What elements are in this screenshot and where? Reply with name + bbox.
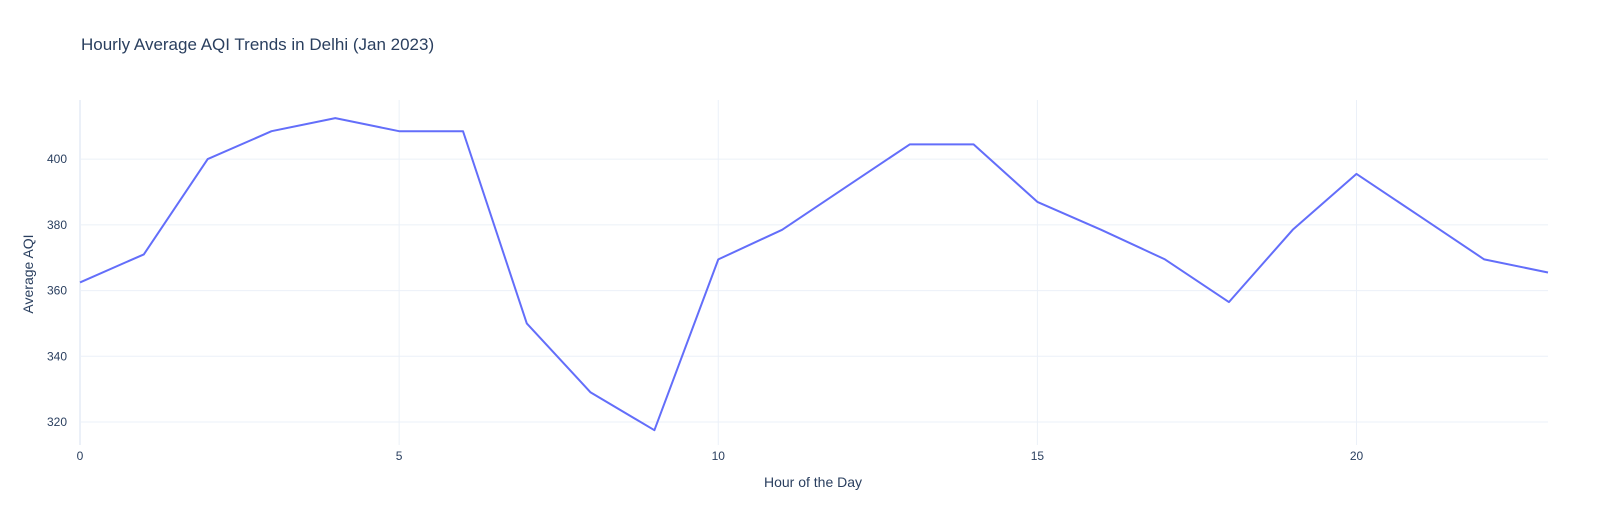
y-axis-ticks: 320 340 360 380 400 bbox=[47, 152, 67, 429]
x-axis-ticks: 0 5 10 15 20 bbox=[77, 449, 1364, 463]
y-tick-label-2: 360 bbox=[47, 284, 67, 298]
y-tick-label-0: 320 bbox=[47, 415, 67, 429]
y-tick-label-1: 340 bbox=[47, 349, 67, 363]
x-tick-label-2: 10 bbox=[712, 449, 726, 463]
x-tick-label-3: 15 bbox=[1031, 449, 1045, 463]
series-line-0 bbox=[79, 117, 1549, 432]
x-tick-label-4: 20 bbox=[1350, 449, 1364, 463]
series-layer bbox=[79, 117, 1549, 432]
x-tick-label-0: 0 bbox=[77, 449, 84, 463]
x-axis-title: Hour of the Day bbox=[764, 474, 862, 490]
x-tick-label-1: 5 bbox=[396, 449, 403, 463]
grid bbox=[79, 100, 1548, 445]
y-axis-title: Average AQI bbox=[20, 234, 36, 313]
chart-title: Hourly Average AQI Trends in Delhi (Jan … bbox=[81, 35, 434, 54]
y-tick-label-4: 400 bbox=[47, 152, 67, 166]
y-tick-label-3: 380 bbox=[47, 218, 67, 232]
